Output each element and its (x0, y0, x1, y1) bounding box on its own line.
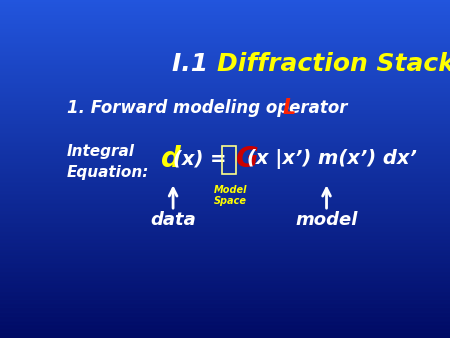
Text: model: model (295, 211, 358, 229)
Text: 1. Forward modeling operator: 1. Forward modeling operator (67, 99, 353, 117)
Text: d: d (161, 145, 181, 173)
Text: (x |x’) m(x’) dx’: (x |x’) m(x’) dx’ (248, 149, 417, 169)
Text: I.1: I.1 (172, 52, 217, 76)
Text: Diffraction Stack Modeling: Diffraction Stack Modeling (217, 52, 450, 76)
Text: L: L (282, 98, 296, 118)
Text: G: G (236, 145, 259, 173)
Text: data: data (150, 211, 196, 229)
Text: (x) =: (x) = (173, 149, 234, 168)
Text: Integral
Equation:: Integral Equation: (67, 144, 149, 179)
Text: Model
Space: Model Space (214, 185, 248, 206)
